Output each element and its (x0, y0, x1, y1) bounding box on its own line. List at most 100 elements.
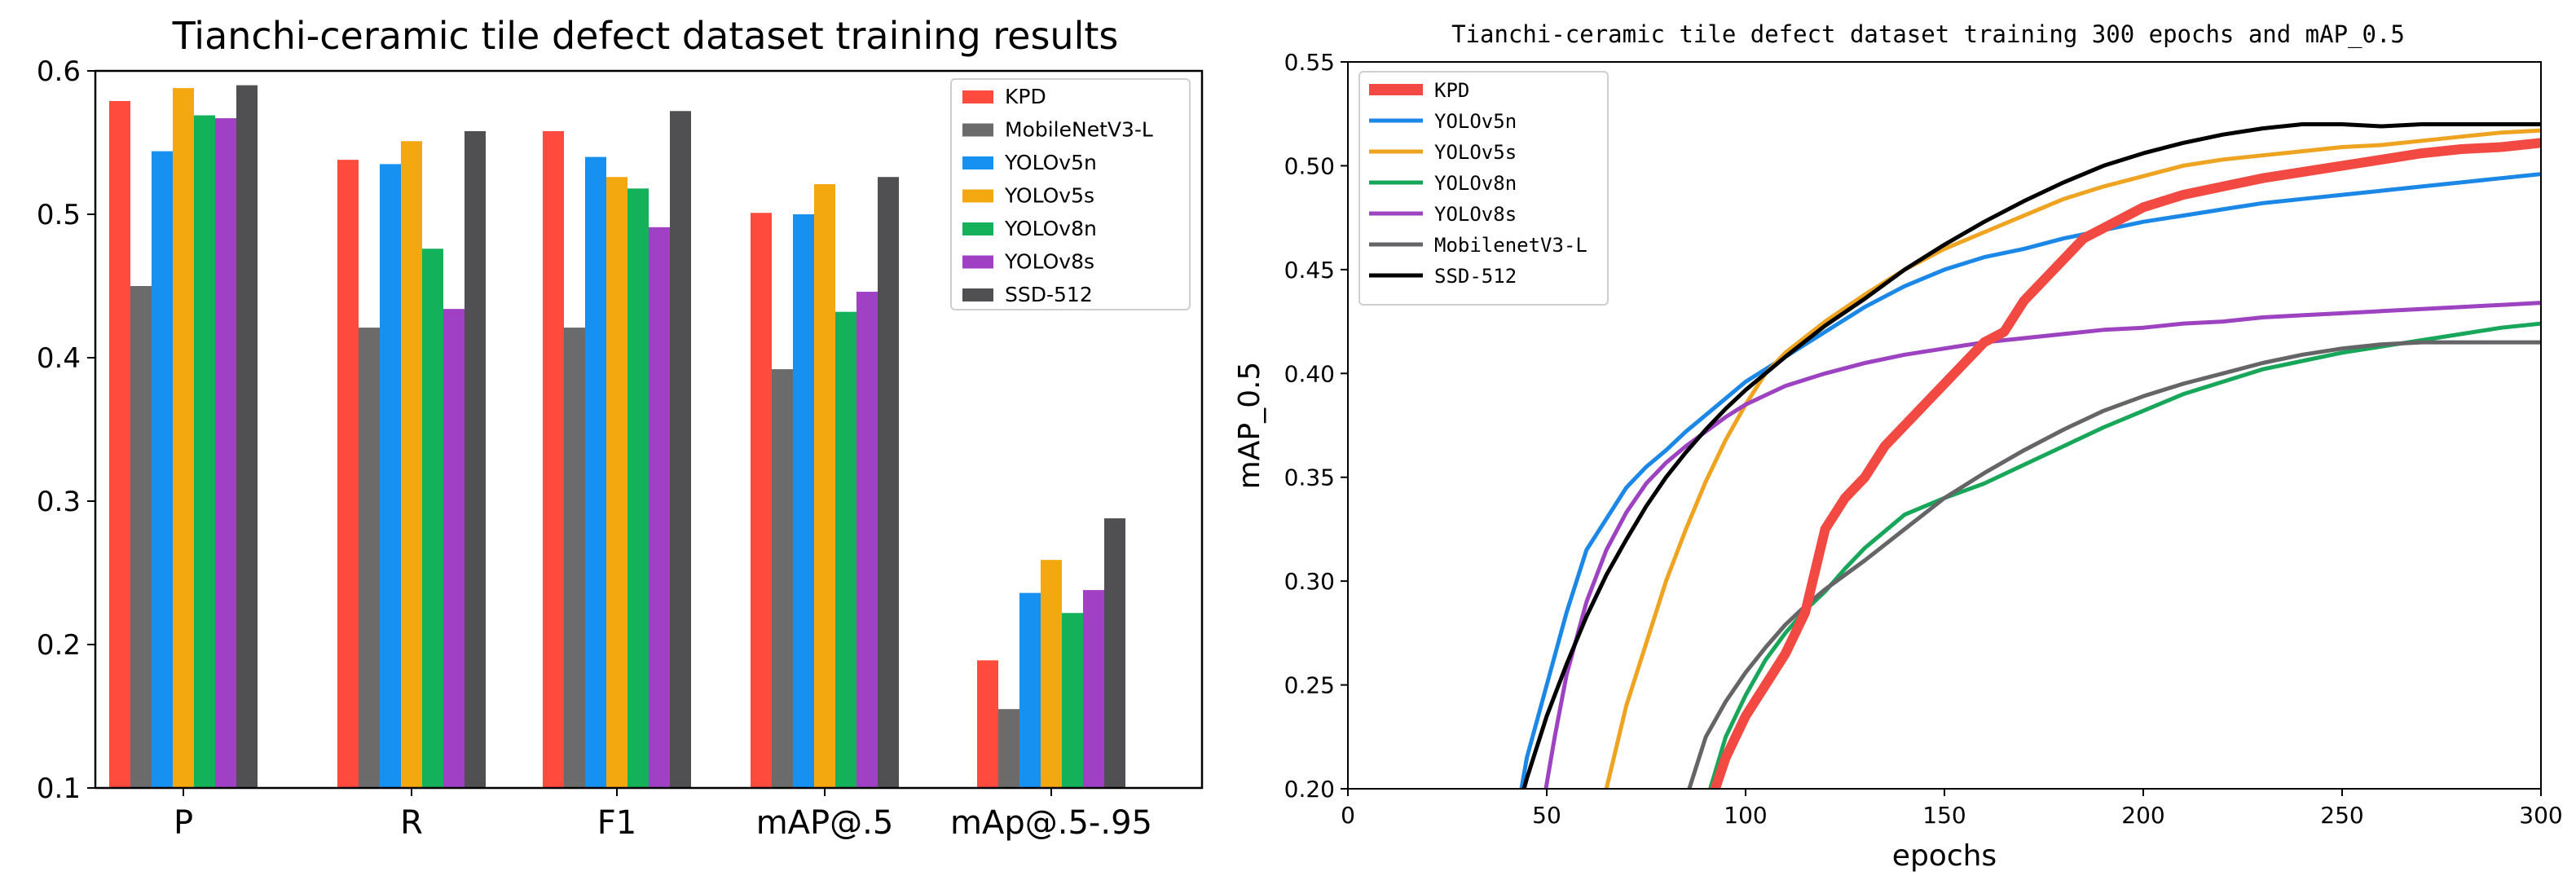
bar-chart-x-axis: P R F1 mAP@.5 mAp@.5-.95 (174, 788, 1152, 842)
bar-kpd-f1 (543, 130, 564, 789)
bar-yolov5s-map-5-95 (1041, 560, 1062, 788)
legend-swatch-ssd-512 (962, 288, 993, 301)
legend-swatch-mobilenetv3-l (962, 123, 993, 137)
line-yolov5n (1519, 172, 2541, 789)
bar-chart-y-axis: 0.1 0.2 0.3 0.4 0.5 0.6 (37, 55, 95, 805)
x-tick-label: 300 (2519, 802, 2562, 829)
bar-kpd-map-5-95 (977, 660, 998, 788)
bar-chart-title: Tianchi-ceramic tile defect dataset trai… (172, 14, 1119, 58)
bar-yolov8n-f1 (627, 188, 649, 788)
legend-label-yolov8s: YOLOv8s (1004, 250, 1094, 274)
bar-chart-legend: KPD MobileNetV3-L YOLOv5n YOLOv5s YOLOv8n YOL… (950, 78, 1191, 310)
bar-ssd-512-map-5-95 (1104, 518, 1125, 788)
line-chart-title: Tianchi-ceramic tile defect dataset trai… (1451, 20, 2405, 49)
legend-label-kpd: KPD (1434, 79, 1469, 102)
bar-yolov8s-p (215, 118, 236, 788)
bar-chart-bars (109, 85, 1125, 789)
y-tick-label: 0.2 (37, 629, 81, 662)
x-tick-label: 50 (1532, 802, 1561, 829)
bar-kpd-r (337, 160, 359, 788)
line-yolov8s (1543, 301, 2541, 789)
bar-yolov5s-r (401, 141, 422, 789)
bar-ssd-512-r (465, 130, 486, 789)
line-chart-legend: KPD YOLOv5n YOLOv5s YOLOv8n YOLOv8s Mobilenet… (1358, 71, 1609, 306)
bar-yolov5n-p (152, 151, 173, 788)
legend-swatch-kpd (962, 90, 993, 103)
y-tick-label: 0.6 (37, 55, 81, 88)
y-tick-label: 0.45 (1284, 257, 1335, 284)
bar-ssd-512-map-5 (878, 177, 899, 789)
y-tick-label: 0.30 (1284, 568, 1335, 595)
line-yolov8n (1707, 321, 2541, 789)
bar-yolov5n-f1 (585, 156, 606, 789)
bar-yolov5n-map-5-95 (1019, 592, 1041, 788)
bar-chart-frame (94, 69, 1204, 790)
legend-label-kpd: KPD (1005, 85, 1046, 108)
bar-ssd-512-f1 (670, 111, 691, 788)
x-tick-label-p: P (174, 804, 193, 842)
bar-yolov8n-p (194, 115, 215, 788)
y-tick-label: 0.50 (1284, 152, 1335, 179)
line-mobilenetv3-l (1687, 340, 2541, 789)
legend-label-yolov8n: YOLOv8n (1434, 172, 1517, 195)
legend-label-yolov5n: YOLOv5n (1434, 110, 1517, 133)
y-tick-label: 0.25 (1284, 672, 1335, 699)
bar-chart: Tianchi-ceramic tile defect dataset trai… (37, 14, 1204, 842)
line-chart-x-axis-label: epochs (1892, 839, 1997, 873)
bar-yolov8n-map-5 (835, 311, 856, 788)
line-chart-y-axis-label: mAP_0.5 (1233, 362, 1266, 490)
bar-yolov8s-f1 (649, 227, 670, 789)
x-tick-label: 150 (1922, 802, 1966, 829)
bar-yolov8s-map-5-95 (1083, 590, 1104, 788)
legend-label-yolov5s: YOLOv5s (1004, 184, 1094, 208)
y-tick-label: 0.5 (37, 199, 81, 231)
y-tick-label: 0.40 (1284, 360, 1335, 387)
legend-label-yolov8s: YOLOv8s (1434, 203, 1517, 226)
x-tick-label-f1: F1 (597, 804, 636, 842)
line-ssd-512 (1521, 122, 2541, 789)
legend-label-yolov8n: YOLOv8n (1004, 217, 1097, 240)
bar-kpd-map-5 (751, 213, 772, 788)
bar-yolov5s-p (173, 88, 194, 789)
bar-yolov5s-map-5 (814, 184, 835, 789)
line-chart-frame (1347, 61, 2542, 790)
line-chart-y-axis: 0.20 0.25 0.30 0.35 0.40 0.45 0.50 0.55 (1284, 49, 1348, 803)
y-tick-label: 0.35 (1284, 464, 1335, 491)
bar-yolov8s-map-5 (856, 292, 878, 788)
line-chart: Tianchi-ceramic tile defect dataset trai… (1233, 20, 2563, 873)
x-tick-label-map-5-95: mAp@.5-.95 (950, 804, 1152, 842)
x-tick-label: 100 (1724, 802, 1767, 829)
bar-mobilenetv3-l-map-5-95 (998, 709, 1019, 788)
legend-box (950, 78, 1191, 310)
x-tick-label: 250 (2320, 802, 2363, 829)
line-chart-series (1519, 122, 2541, 789)
legend-label-yolov5s: YOLOv5s (1434, 141, 1517, 164)
bar-mobilenetv3-l-map-5 (772, 369, 793, 789)
y-tick-label: 0.4 (37, 342, 81, 375)
legend-label-yolov5n: YOLOv5n (1004, 151, 1097, 174)
y-tick-label: 0.3 (37, 486, 81, 518)
y-tick-label: 0.55 (1284, 49, 1335, 76)
bar-mobilenetv3-l-f1 (564, 328, 585, 788)
line-chart-x-axis: 0 50 100 150 200 250 300 (1341, 789, 2563, 829)
bar-yolov5n-r (380, 164, 401, 788)
x-tick-label-map-5: mAP@.5 (756, 804, 894, 842)
bar-yolov8n-r (422, 249, 443, 788)
x-tick-label-r: R (400, 804, 423, 842)
y-tick-label: 0.1 (37, 772, 81, 805)
x-tick-label: 0 (1341, 802, 1355, 829)
bar-mobilenetv3-l-p (130, 286, 152, 788)
legend-label-ssd-512: SSD-512 (1434, 265, 1517, 288)
legend-swatch-yolov5s (962, 189, 993, 203)
bar-kpd-p (109, 100, 130, 788)
legend-label-mobilenetv3-l: MobilenetV3-L (1434, 234, 1587, 257)
legend-swatch-yolov5n (962, 156, 993, 169)
bar-ssd-512-p (236, 85, 258, 789)
y-tick-label: 0.20 (1284, 776, 1335, 803)
bar-yolov8n-map-5-95 (1062, 613, 1083, 788)
legend-label-mobilenetv3-l: MobileNetV3-L (1005, 118, 1153, 142)
bar-yolov5n-map-5 (793, 214, 814, 788)
x-tick-label: 200 (2121, 802, 2164, 829)
line-kpd (1710, 138, 2541, 789)
